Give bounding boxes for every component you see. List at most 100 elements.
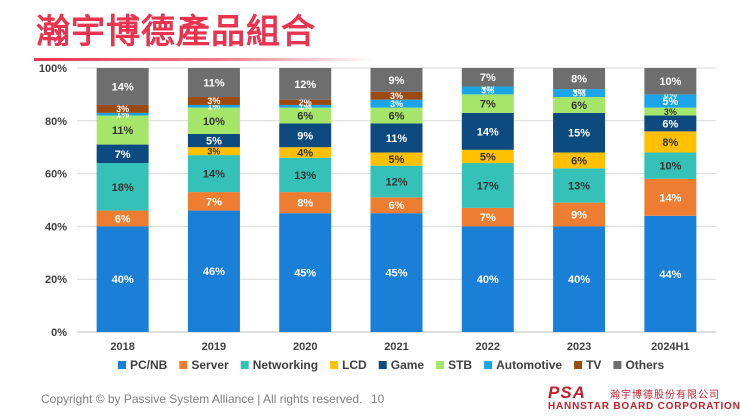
data-label: 6% [389,110,405,122]
data-label: 6% [571,155,587,167]
data-label: 13% [568,180,590,192]
legend-swatch [436,361,445,369]
data-label: 5% [662,96,678,108]
legend-label: LCD [342,358,367,372]
bar-segment [644,178,697,216]
bar-segment [461,207,514,227]
bar-segment [279,157,332,193]
bar-segment [553,202,606,227]
data-label: 3% [390,99,403,109]
data-label: 10% [659,76,681,88]
bar-segment [96,163,149,211]
bar-segment [553,97,606,113]
data-label: 14% [659,192,681,204]
bar-segment [279,104,332,108]
data-label: 9% [297,130,313,142]
bar-segment [279,99,332,105]
bar-segment [644,115,697,132]
bar-segment [553,226,606,332]
bar-segment [461,149,514,164]
data-label: 11% [203,77,225,89]
data-label: 14% [477,126,499,138]
legend-swatch [378,361,387,369]
bar-segment [553,89,606,98]
x-tick-label: 2022 [476,341,500,353]
bar-segment [370,197,423,214]
data-label: 12% [385,176,407,188]
data-label: 40% [112,274,134,286]
legend-swatch [613,361,622,369]
legend-label: Others [625,358,664,372]
legend-label: PC/NB [130,358,168,372]
legend-label: Networking [253,358,318,372]
data-label: 45% [294,268,316,280]
data-label: 5% [389,154,405,166]
x-tick-label: 2020 [293,341,317,353]
legend-swatch [484,361,493,369]
data-label: 7% [206,196,222,208]
bar-segment [461,163,514,208]
legend-label: TV [586,358,601,372]
data-label: 10% [203,116,225,128]
data-label: 14% [112,81,134,93]
bar-segment [96,115,149,145]
data-label: 3% [207,146,220,156]
bar-segment [96,112,149,116]
bar-segment [279,213,332,332]
data-label: 7% [480,212,496,224]
y-tick-label: 80% [45,116,67,128]
data-label: 40% [568,274,590,286]
data-label: 40% [477,274,499,286]
legend-swatch [330,361,339,369]
bar-segment [96,144,149,164]
bar-segment [553,112,606,153]
data-label: 13% [294,170,316,182]
bar-segment [370,123,423,153]
bar-segment [187,155,240,193]
bar-segment [461,86,514,95]
data-label: 9% [389,75,405,87]
data-label: 6% [115,213,131,225]
data-label: 7% [480,72,496,84]
data-label: 6% [571,100,587,112]
data-label: 14% [203,169,225,181]
data-label: 6% [389,200,405,212]
footer-copyright: Copyright © by Passive System Alliance |… [41,392,363,406]
data-label: 3% [390,91,403,101]
data-label: 1% [116,109,129,119]
bar-segment [553,68,606,90]
y-tick-label: 20% [45,274,67,286]
data-label: 3% [116,104,129,114]
bar-segment [644,68,697,95]
bar-segment [187,147,240,156]
logo-company-en: HANNSTAR BOARD CORPORATION [548,401,740,412]
data-label: 5% [206,136,222,148]
bar-segment [644,131,697,153]
bar-segment [370,99,423,108]
bar-segment [644,107,697,116]
x-tick-label: 2021 [384,341,408,353]
data-label: 44% [659,269,681,281]
data-label: 5% [480,151,496,163]
bar-segment [370,152,423,166]
data-label: 15% [568,128,590,140]
data-label: 3% [664,107,677,117]
data-label: 12% [294,79,316,91]
x-tick-label: 2019 [202,341,226,353]
legend-label: STB [448,358,472,372]
data-label: 9% [571,209,587,221]
bar-segment [187,68,240,98]
bar-segment [370,213,423,332]
bar-segment [370,107,423,124]
data-label: 0% [573,84,586,94]
y-tick-label: 60% [45,169,67,181]
bar-segment [187,97,240,105]
stacked-bar-chart: 0%20%40%60%80%100%40%6%18%7%11%1%3%14%20… [39,63,716,372]
bar-segment [644,215,697,332]
x-tick-label: 2024H1 [651,341,690,353]
y-tick-label: 40% [45,221,67,233]
legend-swatch [574,361,583,369]
bar-segment [370,91,423,100]
data-label: 45% [385,268,407,280]
bar-segment [187,192,240,211]
